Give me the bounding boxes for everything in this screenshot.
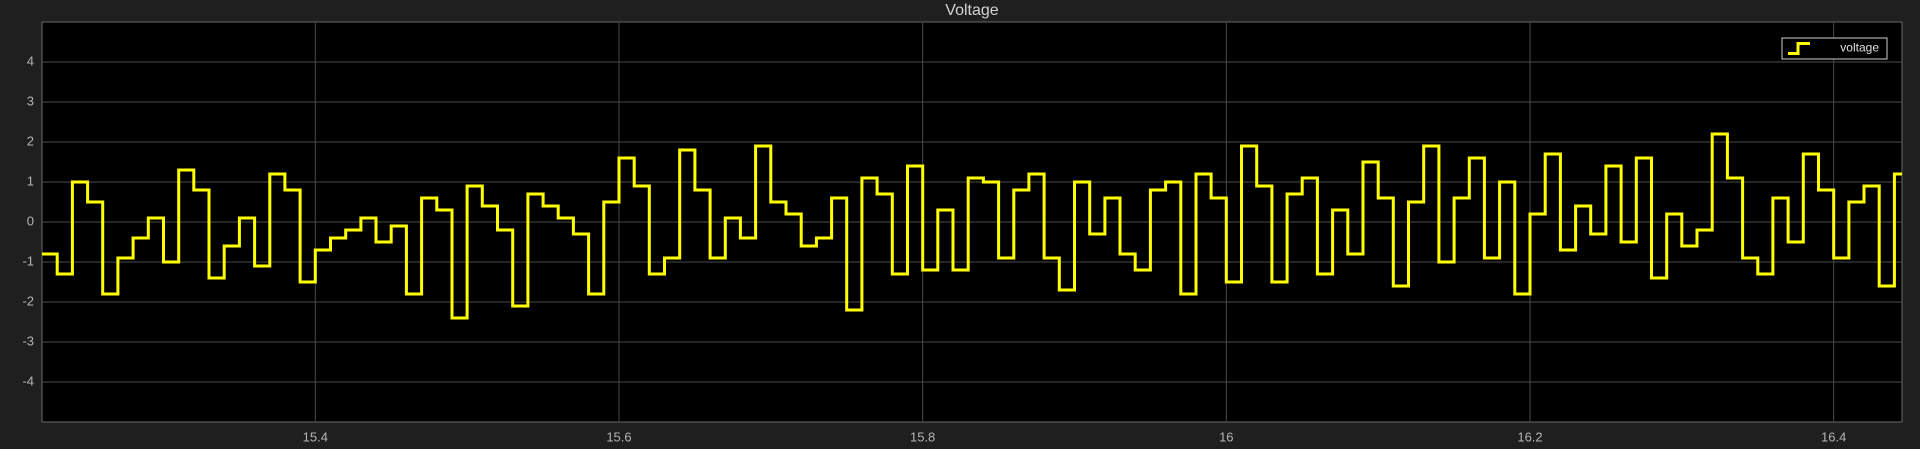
signal-line: [42, 132, 1902, 320]
y-tick-label: 4: [27, 53, 34, 68]
y-tick-label: -1: [22, 253, 34, 268]
x-tick-label: 15.6: [606, 429, 631, 444]
x-tick-label: 15.4: [303, 429, 328, 444]
y-tick-label: -3: [22, 333, 34, 348]
x-tick-label: 15.8: [910, 429, 935, 444]
y-tick-label: 0: [27, 213, 34, 228]
y-tick-label: 1: [27, 173, 34, 188]
legend-swatch: [1788, 42, 1810, 55]
y-tick-label: 3: [27, 93, 34, 108]
y-tick-label: 2: [27, 133, 34, 148]
y-tick-label: -2: [22, 293, 34, 308]
x-tick-label: 16.4: [1821, 429, 1846, 444]
legend-label: voltage: [1840, 41, 1879, 55]
x-tick-label: 16.2: [1517, 429, 1542, 444]
chart-title: Voltage: [945, 2, 998, 19]
y-tick-label: -4: [22, 373, 34, 388]
x-tick-label: 16: [1219, 429, 1233, 444]
